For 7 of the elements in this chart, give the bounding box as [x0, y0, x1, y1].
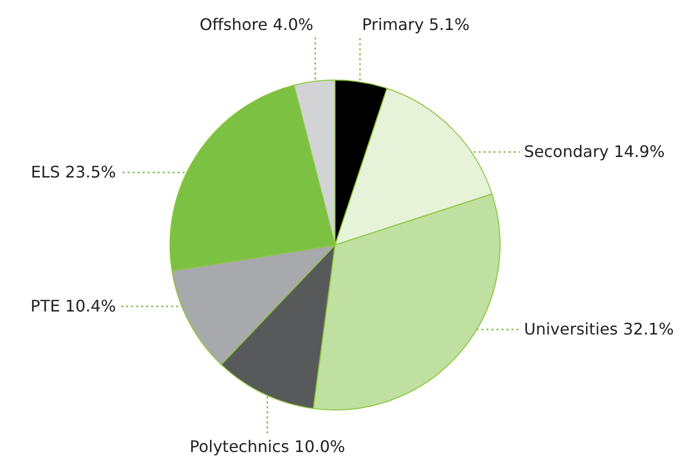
- slice-label: Universities 32.1%: [524, 319, 674, 338]
- slice-label: ELS 23.5%: [30, 162, 116, 182]
- slice-label: Primary 5.1%: [362, 15, 470, 34]
- slice-label: Polytechnics 10.0%: [190, 437, 346, 456]
- slice-label: Secondary 14.9%: [524, 142, 665, 161]
- slice-label: PTE 10.4%: [30, 296, 116, 316]
- slice-label: Offshore 4.0%: [200, 15, 314, 34]
